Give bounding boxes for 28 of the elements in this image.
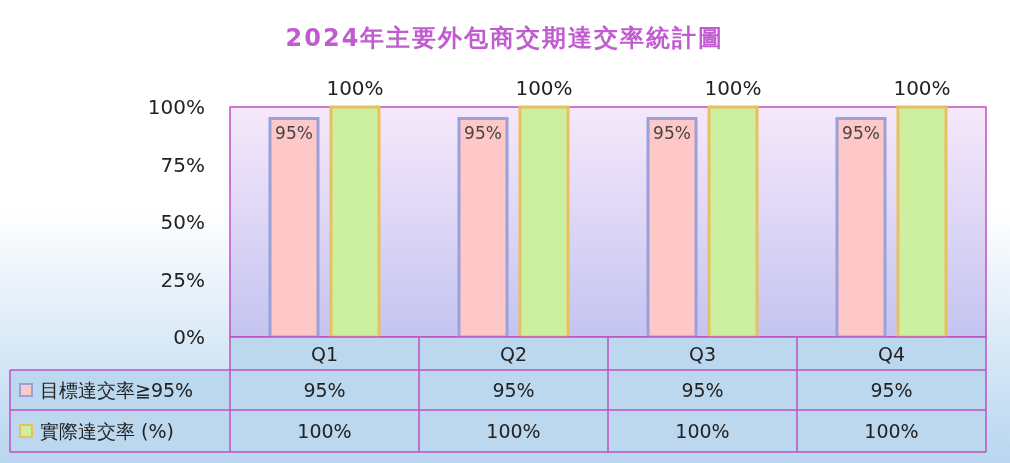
- y-tick-label: 100%: [147, 95, 205, 119]
- y-tick-label: 75%: [160, 152, 205, 177]
- chart-title: 2024年主要外包商交期達交率統計圖: [285, 24, 725, 52]
- data-label: 100%: [297, 420, 352, 442]
- data-label: 100%: [864, 420, 919, 442]
- legend-label: 目標達交率≧95%: [40, 379, 194, 401]
- y-tick-label: 25%: [160, 267, 205, 292]
- text: 95%: [653, 122, 691, 143]
- legend-label: 實際達交率 (%): [40, 420, 174, 442]
- x-tick-label: Q1: [310, 343, 339, 365]
- text: 100%: [893, 76, 951, 100]
- text: 95%: [464, 122, 502, 143]
- data-label: 100%: [675, 420, 730, 442]
- data-label: 95%: [681, 379, 724, 401]
- x-tick-label: Q4: [877, 343, 906, 365]
- text: 95%: [842, 122, 880, 143]
- text: 100%: [326, 76, 384, 100]
- data-label: 95%: [492, 379, 535, 401]
- data-label: 95%: [303, 379, 346, 401]
- x-tick-label: Q3: [688, 343, 717, 365]
- data-label: 100%: [486, 420, 541, 442]
- y-tick-label: 0%: [173, 325, 205, 349]
- x-tick-label: Q2: [499, 343, 528, 365]
- data-label: 95%: [870, 379, 913, 401]
- text: 100%: [515, 76, 573, 100]
- text: 100%: [704, 76, 762, 100]
- y-tick-label: 50%: [160, 210, 205, 234]
- text: 95%: [275, 122, 313, 143]
